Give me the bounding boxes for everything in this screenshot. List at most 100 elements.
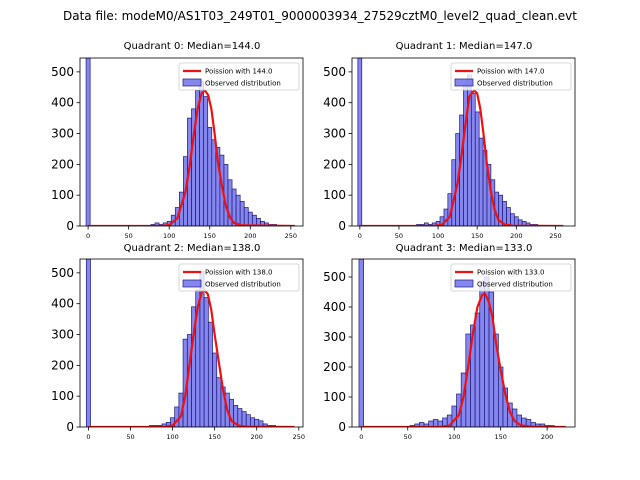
legend-box bbox=[450, 263, 572, 292]
y-tick-label: 400 bbox=[323, 96, 346, 110]
x-tick-label: 50 bbox=[125, 232, 133, 240]
x-tick-label: 150 bbox=[208, 433, 220, 441]
y-tick-label: 0 bbox=[338, 219, 346, 233]
y-tick-label: 500 bbox=[323, 270, 346, 284]
legend-bar-swatch bbox=[454, 78, 474, 87]
y-tick-label: 300 bbox=[323, 127, 346, 141]
histogram-bar bbox=[235, 194, 241, 226]
panel-title-1: Quadrant 1: Median=147.0 bbox=[396, 41, 533, 52]
histogram-bar bbox=[506, 207, 511, 226]
legend-bar-label: Observed distribution bbox=[477, 80, 553, 88]
x-tick-label: 0 bbox=[358, 232, 362, 240]
panel-title-0: Quadrant 0: Median=144.0 bbox=[124, 41, 261, 52]
x-tick-label: 100 bbox=[432, 232, 444, 240]
y-tick-label: 400 bbox=[51, 297, 74, 311]
y-tick-label: 100 bbox=[323, 188, 346, 202]
y-tick-label: 500 bbox=[323, 65, 346, 79]
histogram-bar-zero bbox=[85, 58, 91, 226]
histogram-bar bbox=[203, 96, 209, 226]
y-tick-label: 100 bbox=[51, 389, 74, 403]
histogram-bar bbox=[478, 137, 484, 226]
legend-bar-swatch bbox=[454, 279, 474, 288]
axes-frame bbox=[351, 258, 576, 428]
axes-frame bbox=[79, 258, 304, 428]
x-tick-label: 200 bbox=[244, 232, 256, 240]
x-tick-label: 200 bbox=[510, 232, 522, 240]
histogram-bar bbox=[432, 419, 439, 427]
legend-box bbox=[178, 263, 300, 292]
histogram-bar bbox=[203, 297, 209, 427]
panel-quadrant-1: Quadrant 1: Median=147.0 0 100 200 300 400 50… bbox=[323, 41, 576, 240]
legend-bar-label: Observed distribution bbox=[205, 80, 281, 88]
x-tick-label: 250 bbox=[285, 232, 297, 240]
x-tick-label: 0 bbox=[359, 433, 363, 441]
x-tick-label: 100 bbox=[166, 433, 178, 441]
histogram-bar bbox=[474, 312, 481, 427]
plot-area-2: 0 100 200 300 400 500 0 50 100 150 200 250 Poission … bbox=[51, 258, 305, 441]
x-tick-label: 250 bbox=[293, 433, 305, 441]
x-tick-label: 150 bbox=[494, 433, 506, 441]
x-tick-label: 100 bbox=[448, 433, 460, 441]
poisson-curve bbox=[88, 89, 295, 226]
legend-bar-label: Observed distribution bbox=[477, 281, 553, 289]
legend-bar-swatch bbox=[182, 78, 202, 87]
y-tick-label: 300 bbox=[323, 330, 346, 344]
legend-box bbox=[178, 62, 300, 91]
x-tick-label: 50 bbox=[395, 232, 403, 240]
legend: Poission with 144.0 Observed distribution bbox=[178, 62, 300, 91]
x-tick-label: 200 bbox=[541, 433, 553, 441]
panel-quadrant-0: Quadrant 0: Median=144.0 0 100 200 300 400 50… bbox=[51, 41, 304, 240]
axes-frame bbox=[79, 57, 304, 227]
histogram-bar bbox=[479, 282, 485, 427]
y-tick-label: 0 bbox=[66, 420, 74, 434]
y-tick-label: 200 bbox=[51, 358, 74, 372]
x-tick-label: 250 bbox=[549, 232, 561, 240]
x-tick-label: 150 bbox=[471, 232, 483, 240]
y-tick-label: 300 bbox=[51, 328, 74, 342]
y-tick-label: 200 bbox=[51, 157, 74, 171]
histogram-bar bbox=[510, 213, 515, 226]
y-tick-label: 400 bbox=[51, 96, 74, 110]
histogram-bar bbox=[247, 211, 253, 226]
poisson-curve bbox=[361, 292, 566, 427]
legend-line-label: Poission with 144.0 bbox=[205, 68, 273, 76]
histogram-bar-zero bbox=[357, 58, 363, 226]
y-tick-label: 500 bbox=[51, 65, 74, 79]
panel-quadrant-3: Quadrant 3: Median=133.0 0 100 200 300 400 50… bbox=[323, 243, 576, 441]
legend: Poission with 138.0 Observed distribution bbox=[178, 263, 300, 292]
y-tick-label: 300 bbox=[51, 127, 74, 141]
histogram-bar bbox=[451, 405, 457, 427]
x-tick-label: 200 bbox=[251, 433, 263, 441]
legend-bar-label: Observed distribution bbox=[205, 281, 281, 289]
panel-quadrant-2: Quadrant 2: Median=138.0 0 100 200 300 400 50… bbox=[51, 243, 305, 441]
histogram-bar bbox=[470, 93, 476, 226]
histogram-bar bbox=[207, 127, 213, 226]
histogram-bar-zero bbox=[85, 259, 91, 427]
y-tick-label: 0 bbox=[338, 420, 346, 434]
x-tick-label: 50 bbox=[404, 433, 412, 441]
plot-area-3: 0 100 200 300 400 500 0 50 100 150 200 Poission wit… bbox=[323, 258, 576, 441]
plot-area-1: 0 100 200 300 400 500 0 50 100 150 200 250 Poission … bbox=[323, 57, 576, 240]
poisson-curve bbox=[88, 288, 295, 427]
histogram-bar bbox=[237, 408, 243, 427]
y-tick-label: 100 bbox=[323, 390, 346, 404]
histogram-bar bbox=[474, 111, 480, 226]
figure-title: Data file: modeM0/AS1T03_249T01_90000039… bbox=[63, 9, 577, 23]
y-tick-label: 100 bbox=[51, 188, 74, 202]
histogram-bar bbox=[211, 139, 217, 226]
x-tick-label: 100 bbox=[163, 232, 175, 240]
x-tick-label: 0 bbox=[86, 433, 90, 441]
histogram-bar bbox=[245, 414, 251, 427]
poisson-curve bbox=[359, 89, 564, 226]
histogram-bar bbox=[212, 352, 218, 427]
y-tick-label: 0 bbox=[66, 219, 74, 233]
histogram-bar bbox=[239, 200, 245, 226]
legend-line-label: Poission with 133.0 bbox=[477, 269, 545, 277]
legend-line-label: Poission with 138.0 bbox=[205, 269, 273, 277]
x-tick-label: 150 bbox=[204, 232, 216, 240]
y-tick-label: 200 bbox=[323, 360, 346, 374]
histogram-bar bbox=[241, 411, 247, 427]
histogram-bar bbox=[251, 214, 257, 226]
plot-area-0: 0 100 200 300 400 500 0 50 100 150 200 250 Poission … bbox=[51, 57, 304, 240]
